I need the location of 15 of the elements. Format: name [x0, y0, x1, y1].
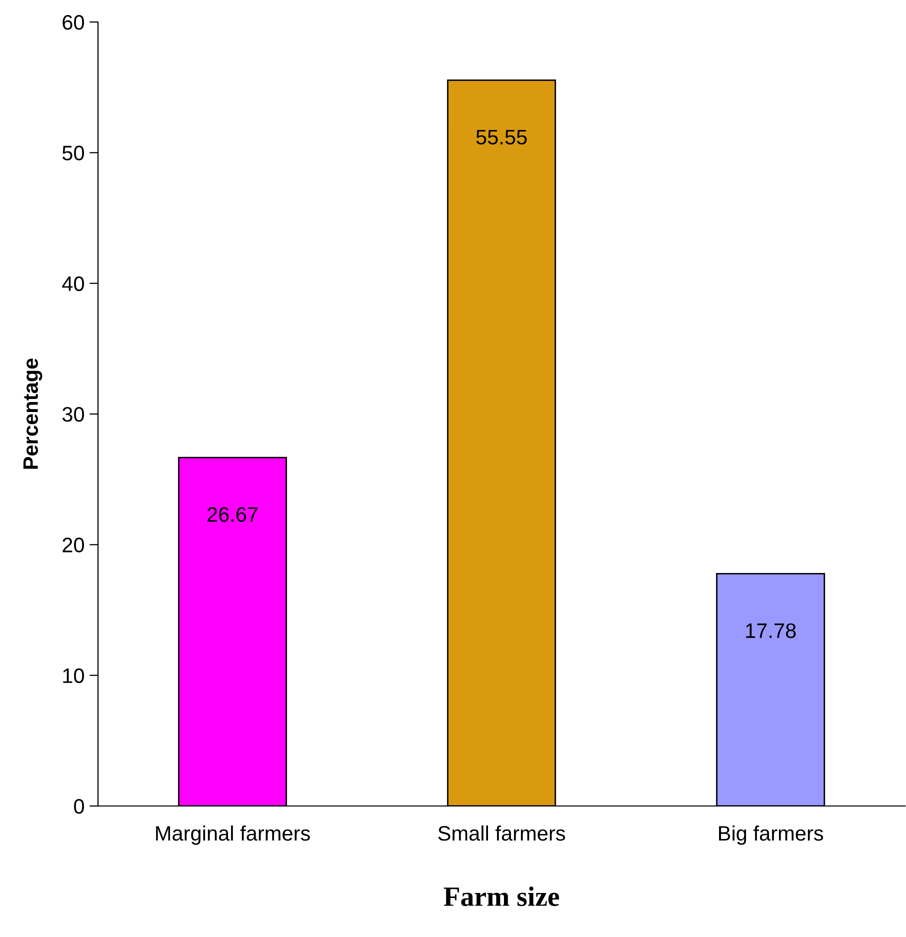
- data-label: 17.78: [746, 623, 796, 638]
- y-tick-label: 10: [63, 668, 84, 684]
- x-tick-label: Marginal farmers: [156, 825, 310, 845]
- data-label: 26.67: [208, 507, 258, 522]
- y-tick-label: 20: [62, 538, 84, 552]
- data-label: 55.55: [476, 130, 527, 145]
- y-tick-label: 30: [62, 407, 84, 422]
- y-tick-label: 50: [62, 146, 84, 160]
- y-tick-label: 40: [62, 276, 84, 292]
- x-tick-label: Big farmers: [719, 825, 824, 845]
- y-tick-label: 0: [74, 799, 84, 814]
- x-axis-title: Farm size: [444, 886, 560, 906]
- x-tick-label: Small farmers: [438, 825, 566, 841]
- y-axis-title: Percentage: [23, 358, 42, 469]
- y-tick-label: 60: [62, 15, 84, 30]
